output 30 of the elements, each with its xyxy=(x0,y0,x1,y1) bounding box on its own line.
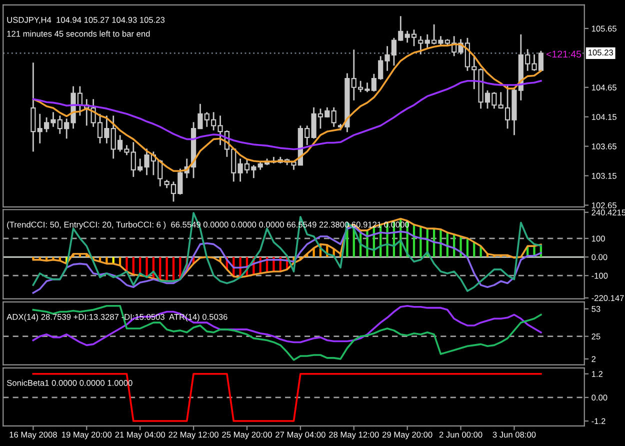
y-tick-label: 1.2 xyxy=(592,371,602,377)
y-tick-label: -220.147 xyxy=(592,295,624,302)
y-tick-label: 0.00 xyxy=(592,394,608,401)
x-tick-label: 29 May 20:00 xyxy=(382,432,432,440)
x-tick-label: 25 May 20:00 xyxy=(222,432,272,440)
y-tick-label: 53 xyxy=(592,306,600,312)
y-tick-label: 0.00 xyxy=(592,254,608,260)
x-tick-label: 28 May 12:00 xyxy=(329,432,379,440)
text: USDJPY,H4 104.94 105.27 104.93 105.23 xyxy=(7,16,165,24)
x-tick-label: 3 Jun 08:00 xyxy=(492,432,536,438)
y-tick-label: 103.15 xyxy=(592,172,616,179)
y-tick-label: 100 xyxy=(592,236,605,242)
y-tick-label: 2 xyxy=(592,356,596,362)
x-tick-label: 22 May 12:00 xyxy=(168,432,218,440)
y-tick-label: 25 xyxy=(592,334,600,340)
x-tick-label: 19 May 20:00 xyxy=(62,432,112,440)
text: 121 minutes 45 seconds left to bar end xyxy=(7,30,150,37)
y-tick-label: 105.65 xyxy=(592,26,616,32)
x-tick-label: 2 Jun 00:00 xyxy=(439,432,482,438)
y-tick-label: 103.65 xyxy=(592,143,616,150)
y-tick-label: 104.65 xyxy=(592,84,616,90)
y-tick-label: 102.65 xyxy=(592,202,616,208)
x-tick-label: 16 May 2008 xyxy=(10,432,57,440)
y-tick-label: 104.15 xyxy=(592,114,616,120)
x-tick-label: 27 May 04:00 xyxy=(276,432,326,440)
ref-line-label: 105.23 xyxy=(588,50,613,56)
y-tick-label: -100 xyxy=(592,272,608,279)
annotation: <121:45 xyxy=(546,50,582,58)
x-tick-label: 21 May 04:00 xyxy=(115,432,166,440)
y-tick-label: -1.2 xyxy=(592,418,606,424)
